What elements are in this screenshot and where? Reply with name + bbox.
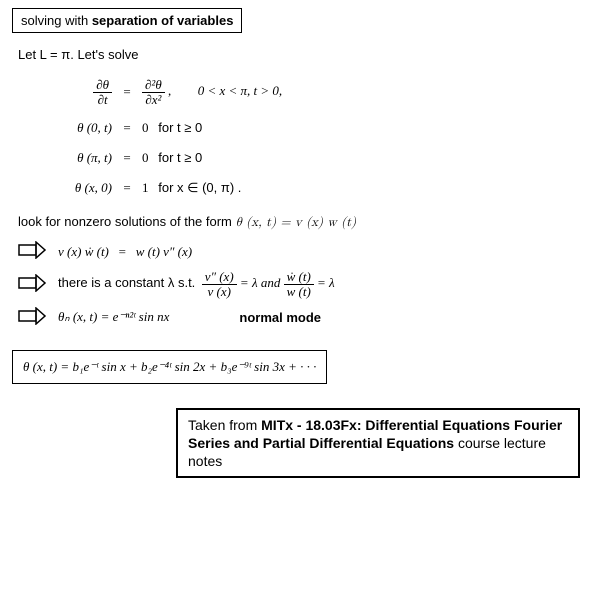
solution-eq: θ (x, t) = b₁e⁻ᵗ sin x + b₂e⁻⁴ᵗ sin 2x +… bbox=[23, 359, 316, 374]
step2-frac2: ẇ (t) w (t) bbox=[284, 270, 314, 298]
bc-row-1: θ (π, t) = 0 for t ≥ 0 bbox=[48, 150, 584, 166]
bc2-rhs: 1 bbox=[142, 180, 149, 195]
step2-f1-num: v″ (x) bbox=[202, 270, 237, 285]
lookfor-eq: θ (x, t) = v (x) w (t) bbox=[236, 216, 357, 229]
title-bold: separation of variables bbox=[92, 13, 234, 28]
bc0-rhs: 0 bbox=[142, 120, 149, 135]
bc0-lhs: θ (0, t) bbox=[48, 120, 112, 136]
step2-mid: = λ and bbox=[240, 275, 284, 290]
step1-lhs: v (x) ẇ (t) bbox=[58, 244, 109, 259]
step3-label: normal mode bbox=[239, 310, 321, 325]
step-2: there is a constant λ s.t. v″ (x) v (x) … bbox=[18, 270, 584, 298]
step2-f1-den: v (x) bbox=[202, 285, 237, 299]
title-pre: solving with bbox=[21, 13, 92, 28]
step-1: v (x) ẇ (t) = w (t) v″ (x) bbox=[18, 241, 584, 262]
bc2-lhs: θ (x, 0) bbox=[48, 180, 112, 196]
pde-domain: 0 < x < π, t > 0, bbox=[198, 83, 282, 98]
attribution-box: Taken from MITx - 18.03Fx: Differential … bbox=[176, 408, 580, 479]
bc-row-2: θ (x, 0) = 1 for x ∈ (0, π) . bbox=[48, 180, 584, 196]
step2-end: = λ bbox=[317, 275, 335, 290]
step-3: θₙ (x, t) = e⁻ⁿ²ᵗ sin nx normal mode bbox=[18, 307, 584, 328]
step2-text: there is a constant λ s.t. bbox=[58, 275, 195, 290]
step3-eq: θₙ (x, t) = e⁻ⁿ²ᵗ sin nx bbox=[58, 309, 169, 325]
intro-text: Let L = π. Let's solve bbox=[18, 47, 584, 62]
attr-pre: Taken from bbox=[188, 417, 261, 433]
bc1-cond: for t ≥ 0 bbox=[158, 150, 202, 165]
pde-lhs-frac: ∂θ ∂t bbox=[93, 78, 112, 106]
pde-lhs-num: ∂θ bbox=[93, 78, 112, 93]
pde-rhs-den: ∂x² bbox=[142, 93, 165, 107]
step2-f2-den: w (t) bbox=[284, 285, 314, 299]
solution-box: θ (x, t) = b₁e⁻ᵗ sin x + b₂e⁻⁴ᵗ sin 2x +… bbox=[12, 350, 327, 384]
bc0-cond: for t ≥ 0 bbox=[158, 120, 202, 135]
arrow-icon bbox=[18, 307, 46, 328]
pde-lhs-den: ∂t bbox=[93, 93, 112, 107]
pde-block: ∂θ ∂t = ∂²θ ∂x² , 0 < x < π, t > 0, θ (0… bbox=[48, 78, 584, 196]
pde-rhs-num: ∂²θ bbox=[142, 78, 165, 93]
pde-equation: ∂θ ∂t = ∂²θ ∂x² , 0 < x < π, t > 0, bbox=[48, 78, 584, 106]
lookfor-line: look for nonzero solutions of the form θ… bbox=[18, 214, 584, 231]
bc1-rhs: 0 bbox=[142, 150, 149, 165]
lookfor-text: look for nonzero solutions of the form bbox=[18, 214, 236, 229]
pde-rhs-frac: ∂²θ ∂x² bbox=[142, 78, 165, 106]
arrow-icon bbox=[18, 274, 46, 295]
title-box: solving with separation of variables bbox=[12, 8, 242, 33]
bc2-cond: for x ∈ (0, π) . bbox=[158, 180, 241, 195]
bc1-lhs: θ (π, t) bbox=[48, 150, 112, 166]
bc-row-0: θ (0, t) = 0 for t ≥ 0 bbox=[48, 120, 584, 136]
step1-rhs: w (t) v″ (x) bbox=[136, 244, 192, 259]
step2-f2-num: ẇ (t) bbox=[284, 270, 314, 285]
step2-frac1: v″ (x) v (x) bbox=[202, 270, 237, 298]
arrow-icon bbox=[18, 241, 46, 262]
